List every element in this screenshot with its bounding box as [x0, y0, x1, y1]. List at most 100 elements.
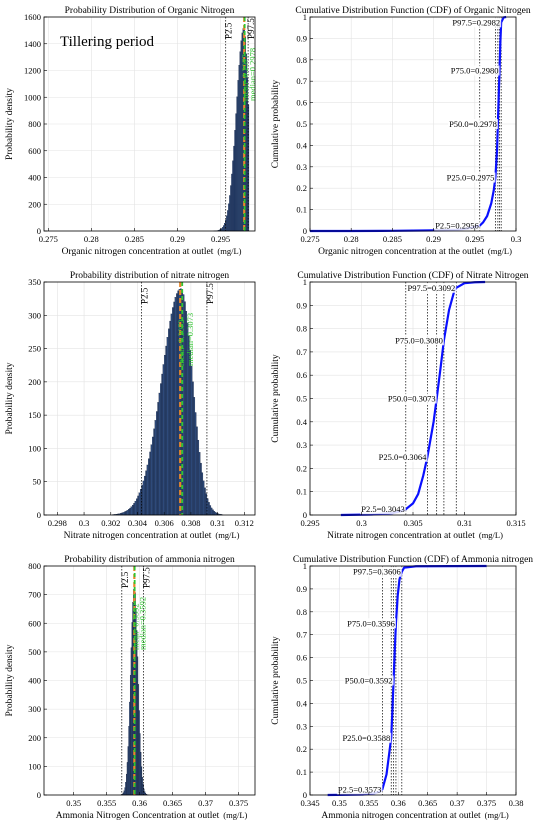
organic-pdf-histogram-bar	[237, 80, 239, 232]
organic-pdf-histogram-bar	[236, 96, 238, 232]
nitrate-pdf-histogram-bar	[214, 512, 217, 516]
organic-cdf-y-tick-label: 0.5	[296, 119, 307, 129]
nitrate-cdf-percentile-label-bg	[394, 335, 444, 346]
nitrate-pdf-xlabel: Nitrate nitrogen concentration at outlet	[64, 531, 212, 541]
ammonia-pdf-x-tick-label: 0.365	[163, 798, 182, 808]
organic-cdf-y-tick-label: 0.8	[296, 55, 307, 65]
organic-cdf-x-tick-label: 0.275	[300, 234, 319, 244]
organic-pdf-y-tick-label: 1200	[24, 66, 41, 76]
ammonia-pdf-xlabel: Ammonia Nitrogen Concentration at outlet	[56, 811, 220, 821]
ammonia-pdf-ylabel: Probability density	[5, 644, 15, 716]
ammonia-cdf-percentile-label-bg	[343, 675, 394, 686]
ammonia-cdf-percentile-label-bg	[336, 784, 383, 795]
nitrate-cdf-y-tick-label: 0.1	[296, 487, 307, 497]
organic-pdf-histogram-bar	[231, 173, 233, 232]
organic-pdf-histogram-bar	[221, 227, 224, 232]
organic-pdf-median-label: median=0.2978	[248, 48, 258, 101]
ammonia-pdf-y-tick-label: 700	[28, 590, 41, 600]
nitrate-pdf-histogram-bar	[161, 373, 163, 516]
nitrate-pdf-y-tick-label: 200	[28, 377, 41, 387]
nitrate-cdf-percentile-label-bg	[406, 282, 457, 293]
nitrate-pdf-histogram-bar	[150, 444, 153, 516]
organic-cdf-chart: P2.5=0.2956 P25.0=0.2975 P50.0=0.2978 P75.0…	[271, 5, 531, 257]
organic-cdf-xlabel: Organic nitrogen concentration at the ou…	[318, 247, 484, 257]
organic-cdf-y-tick-label: 0.1	[296, 205, 307, 215]
ammonia-pdf-y-tick-label: 300	[28, 704, 41, 714]
nitrate-cdf-percentile-label-bg	[377, 451, 428, 462]
ammonia-cdf-x-tick-label: 0.38	[509, 798, 524, 808]
nitrate-cdf-x-tick-label: 0.315	[506, 518, 525, 528]
nitrate-pdf-histogram-bar	[193, 397, 196, 516]
organic-pdf-histogram-bar	[226, 215, 228, 232]
nitrate-pdf-mean-label: mean=0.3072	[176, 319, 186, 366]
ammonia-cdf-y-tick-label: 0	[303, 790, 307, 800]
nitrate-pdf-histogram-bar	[172, 307, 174, 516]
nitrate-cdf-ylabel: Cumulative probability	[271, 354, 281, 443]
nitrate-pdf-histogram-bar	[125, 510, 127, 516]
organic-cdf-percentile-label: P25.0=0.2975	[447, 173, 495, 183]
ammonia-cdf-chart: P2.5=0.3573 P25.0=0.3588 P50.0=0.3592 P75.0…	[271, 554, 533, 821]
nitrate-pdf-histogram-bar	[134, 500, 137, 516]
ammonia-pdf-x-tick-label: 0.36	[132, 798, 147, 808]
nitrate-pdf-histogram-bar	[165, 345, 167, 516]
nitrate-pdf-histogram-bar	[212, 509, 214, 516]
nitrate-pdf-histogram-bar	[148, 458, 150, 516]
nitrate-pdf-x-tick-label: 0.312	[235, 518, 254, 528]
ammonia-cdf-x-tick-label: 0.365	[418, 798, 437, 808]
organic-pdf-histogram-bar	[230, 185, 232, 232]
nitrate-pdf-y-tick-label: 150	[28, 410, 41, 420]
organic-cdf-y-tick-label: 0.6	[296, 98, 307, 108]
ammonia-cdf-x-tick-label: 0.37	[450, 798, 465, 808]
nitrate-pdf-y-tick-label: 100	[28, 443, 41, 453]
nitrate-pdf-histogram-bar	[197, 439, 200, 516]
nitrate-pdf-histogram-bar	[153, 428, 155, 516]
nitrate-pdf-histogram-bar	[130, 506, 133, 516]
ammonia-pdf-y-tick-label: 500	[28, 647, 41, 657]
nitrate-cdf-xlabel: Nitrate nitrogen concentration at outlet	[327, 531, 475, 541]
nitrate-pdf-x-tick-label: 0.298	[48, 518, 67, 528]
nitrate-pdf-y-tick-label: 50	[33, 477, 42, 487]
nitrate-cdf-y-tick-label: 0.4	[296, 417, 307, 427]
nitrate-pdf-histogram-bar	[200, 462, 202, 516]
ammonia-pdf-y-tick-label: 100	[28, 761, 41, 771]
ammonia-cdf-y-tick-label: 0.3	[296, 721, 307, 731]
nitrate-cdf-percentile-label: P50.0=0.3073	[388, 394, 436, 404]
nitrate-cdf-y-tick-label: 0.2	[296, 463, 307, 473]
organic-cdf-percentile-label-bg	[434, 220, 480, 231]
nitrate-pdf-histogram-bar	[146, 464, 149, 516]
organic-cdf-x-tick-label: 0.29	[426, 234, 441, 244]
organic-cdf-y-tick-label: 0.3	[296, 162, 307, 172]
nitrate-cdf-y-tick-label: 0.9	[296, 300, 307, 310]
nitrate-pdf-histogram-bar	[204, 487, 206, 516]
ammonia-cdf-y-tick-label: 1	[303, 561, 307, 571]
nitrate-pdf-histogram-bar	[138, 492, 141, 516]
nitrate-cdf-chart: P2.5=0.3043 P25.0=0.3064 P50.0=0.3073 P75.0…	[271, 270, 529, 541]
organic-cdf-percentile-label-bg	[445, 172, 496, 183]
nitrate-pdf-x-tick-label: 0.302	[101, 518, 120, 528]
organic-cdf-y-tick-label: 0.9	[296, 33, 307, 43]
organic-cdf-percentile-label-bg	[448, 119, 498, 129]
ammonia-pdf-y-tick-label: 200	[28, 733, 41, 743]
ammonia-pdf-median-label: median=0.3592	[138, 597, 148, 650]
nitrate-cdf-y-tick-label: 0	[303, 510, 307, 520]
ammonia-pdf-y-tick-label: 600	[28, 618, 41, 628]
nitrate-pdf-y-tick-label: 300	[28, 310, 41, 320]
nitrate-pdf-histogram-bar	[133, 503, 135, 516]
ammonia-cdf-y-tick-label: 0.6	[296, 653, 307, 663]
ammonia-pdf-x-tick-label: 0.375	[229, 798, 248, 808]
nitrate-pdf-histogram-bar	[145, 470, 147, 516]
nitrate-pdf-histogram-bar	[190, 365, 193, 516]
nitrate-pdf-y-tick-label: 250	[28, 344, 41, 354]
nitrate-cdf-xunit: (mg/L)	[479, 530, 503, 540]
ammonia-cdf-title: Cumulative Distribution Function (CDF) o…	[293, 554, 533, 565]
ammonia-pdf-mean-label: mean=0.3592	[130, 603, 140, 650]
nitrate-pdf-histogram-bar	[209, 505, 212, 516]
nitrate-pdf-histogram-bar	[162, 364, 165, 516]
organic-cdf-percentile-label: P50.0=0.2978	[449, 119, 497, 129]
nitrate-pdf-histogram-bar	[158, 392, 161, 516]
nitrate-pdf-histogram-bar	[169, 320, 171, 516]
organic-cdf-x-tick-label: 0.3	[511, 234, 522, 244]
organic-pdf-x-tick-label: 0.28	[84, 234, 99, 244]
